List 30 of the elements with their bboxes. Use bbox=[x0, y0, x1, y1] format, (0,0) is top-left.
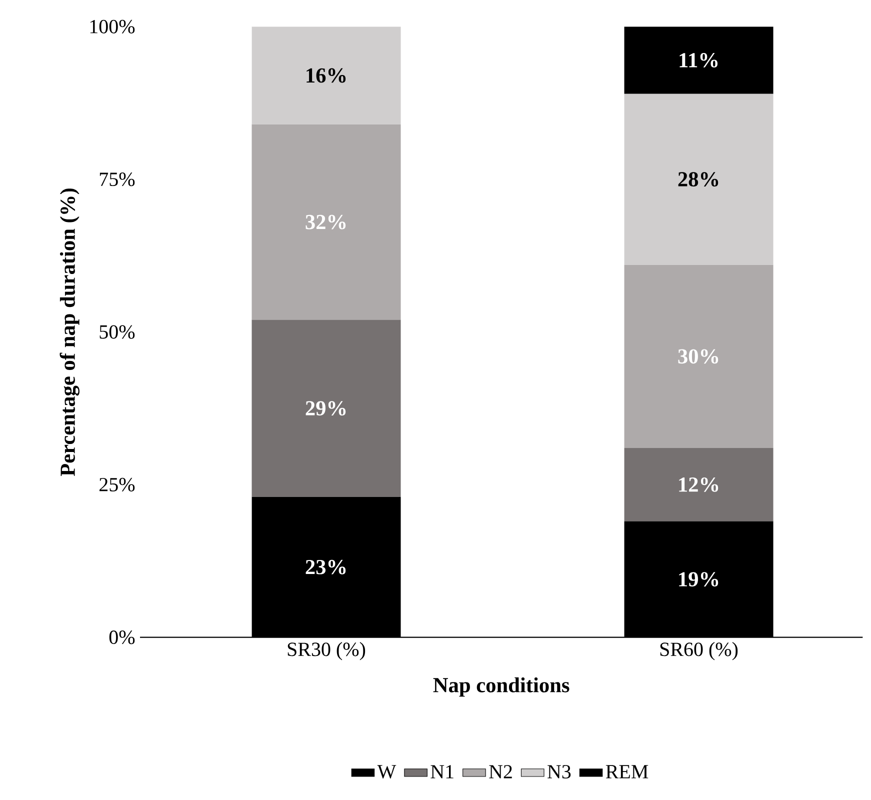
y-tick-label: 100% bbox=[90, 20, 135, 34]
bar bbox=[624, 264, 774, 448]
legend-label: N2 bbox=[489, 765, 512, 778]
y-tick-label: 0% bbox=[109, 630, 135, 644]
data-label: 19% bbox=[679, 572, 718, 587]
bar bbox=[624, 26, 774, 94]
data-label: 23% bbox=[306, 560, 346, 574]
bar bbox=[624, 448, 774, 522]
x-axis-title: Nap conditions bbox=[433, 677, 570, 697]
y-tick-label: 75% bbox=[100, 172, 135, 186]
data-label: 16% bbox=[306, 68, 346, 83]
data-label: 28% bbox=[678, 172, 718, 187]
x-tick-label: SR30 (%) bbox=[288, 642, 366, 660]
bar bbox=[252, 124, 401, 320]
data-label: 29% bbox=[306, 401, 346, 416]
y-axis-title: Percentage of nap duration (%) bbox=[60, 188, 80, 476]
data-label: 11% bbox=[680, 53, 718, 68]
y-tick-label: 25% bbox=[100, 478, 135, 492]
x-tick-label: SR60 (%) bbox=[660, 642, 738, 660]
bar bbox=[252, 26, 401, 124]
legend-label: N3 bbox=[548, 765, 571, 778]
data-label: 30% bbox=[678, 349, 718, 364]
legend-label: REM bbox=[606, 765, 648, 778]
y-tick-label: 50% bbox=[100, 325, 135, 339]
bar bbox=[624, 94, 774, 265]
legend-label: N1 bbox=[430, 765, 454, 778]
bar bbox=[252, 320, 401, 497]
data-label: 32% bbox=[306, 214, 346, 230]
data-label: 12% bbox=[679, 477, 718, 492]
legend-label: W bbox=[377, 765, 396, 779]
